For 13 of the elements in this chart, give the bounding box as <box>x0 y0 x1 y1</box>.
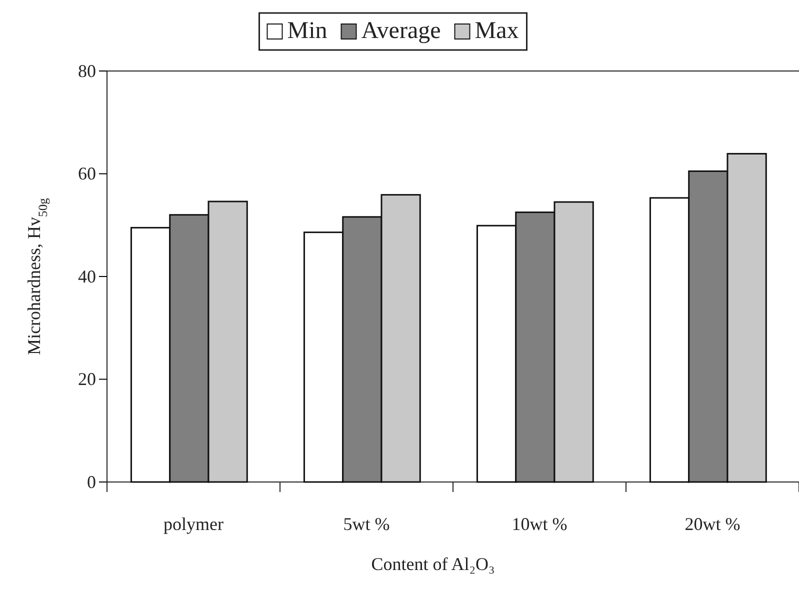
legend-label: Max <box>474 18 519 44</box>
x-tick-label: 10wt % <box>512 514 568 534</box>
x-tick-label: 5wt % <box>343 514 390 534</box>
x-axis-title: Content of Al₂O₃ <box>371 554 495 574</box>
x-tick-label: 20wt % <box>684 514 740 534</box>
y-tick-label: 60 <box>78 164 96 184</box>
y-tick-label: 20 <box>78 369 96 390</box>
x-tick-label: polymer <box>164 514 224 534</box>
y-tick-label: 0 <box>87 472 96 492</box>
legend-label: Min <box>287 18 328 44</box>
y-tick-label: 80 <box>78 60 96 81</box>
legend-label: Average <box>361 18 441 44</box>
y-tick-label: 40 <box>78 266 96 286</box>
